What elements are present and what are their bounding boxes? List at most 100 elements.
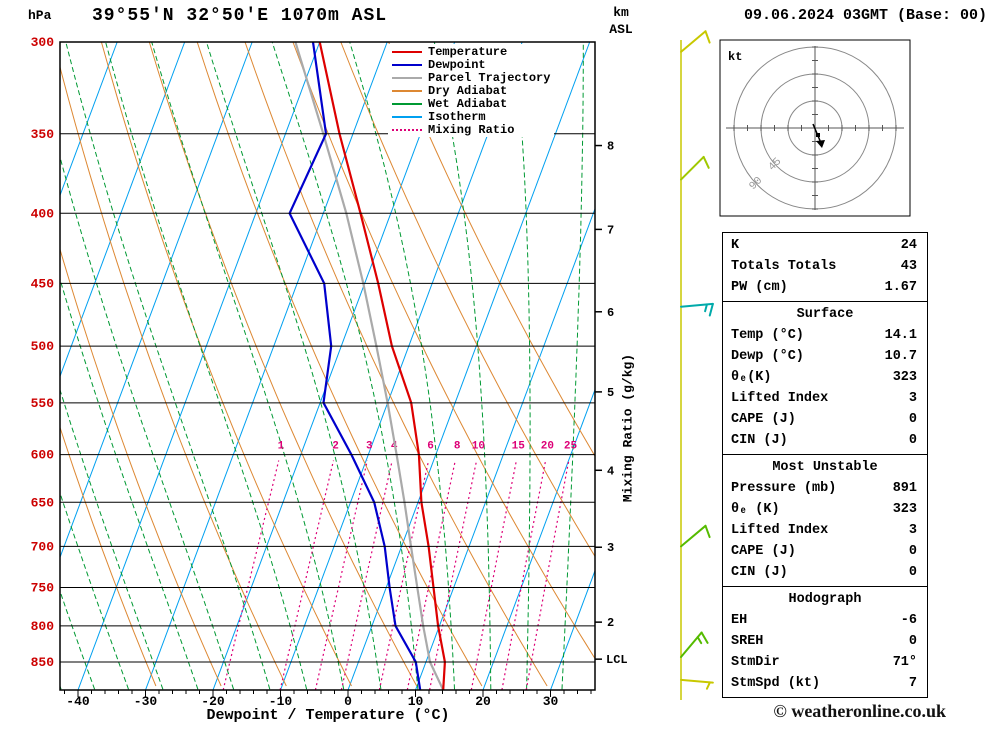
x-tick-label: 30	[543, 694, 559, 709]
mixing-ratio-value-label: 20	[541, 441, 554, 453]
page-title: 39°55'N 32°50'E 1070m ASL	[92, 6, 388, 26]
isotherm-line	[212, 42, 456, 690]
pressure-tick-label: 600	[31, 448, 55, 463]
row-value: 7	[908, 676, 917, 691]
row-value: 0	[908, 565, 917, 580]
legend-label: Isotherm	[428, 109, 486, 124]
legend-swatch-wet-adiabat	[392, 102, 422, 105]
table-section: Hodograph EH -6 SREH 0 StmDir 71° StmSpd (kt) 7	[722, 586, 928, 698]
table-row: CIN (J) 0	[723, 562, 927, 583]
mixing-ratio-value-label: 1	[278, 441, 285, 453]
temperature-curve	[318, 42, 447, 690]
km-tick-label: 5	[607, 386, 614, 400]
wet-adiabat-line	[60, 155, 235, 690]
wet-adiabat-line	[151, 42, 345, 690]
dry-adiabat-line	[60, 247, 222, 687]
x-tick-label: -20	[201, 694, 225, 709]
x-tick-label: 20	[475, 694, 491, 709]
row-value: 71°	[892, 655, 917, 670]
row-label: CAPE (J)	[731, 544, 796, 559]
dry-adiabat-line	[100, 42, 352, 687]
legend-item: Parcel Trajectory	[392, 70, 551, 85]
wet-adiabat-line	[60, 589, 96, 690]
km-tick-label: 2	[607, 616, 614, 630]
row-value: 323	[892, 502, 917, 517]
pressure-axis-unit: hPa	[28, 8, 52, 23]
x-axis-label: Dewpoint / Temperature (°C)	[206, 707, 450, 724]
legend-item: Dewpoint	[392, 58, 550, 72]
dry-adiabat-line	[388, 42, 595, 458]
row-value: 1.67	[884, 280, 917, 295]
table-row: CAPE (J) 0	[723, 409, 927, 430]
legend-item: Wet Adiabat	[392, 97, 550, 111]
wet-adiabat-line	[514, 42, 531, 690]
row-value: 0	[908, 433, 917, 448]
wind-barb	[680, 155, 710, 181]
mixing-ratio-value-label: 15	[512, 441, 526, 453]
row-value: 891	[892, 481, 917, 496]
legend-item: Dry Adiabat	[392, 84, 550, 98]
hodograph-unit-label: kt	[728, 50, 742, 64]
row-label: EH	[731, 613, 748, 628]
table-row: EH -6	[723, 610, 927, 631]
row-label: θₑ(K)	[731, 370, 772, 385]
row-label: StmSpd (kt)	[731, 676, 821, 691]
wet-adiabat-line	[65, 42, 271, 690]
row-value: -6	[900, 613, 917, 628]
wind-barb	[680, 524, 711, 548]
legend-label: Parcel Trajectory	[428, 70, 551, 85]
mixing-ratio-value-label: 2	[332, 441, 339, 453]
legend-item: Isotherm	[392, 109, 550, 124]
pressure-tick-label: 850	[31, 655, 55, 670]
legend-swatch-isotherm	[392, 115, 422, 118]
asl-label: ASL	[609, 22, 633, 37]
row-value: 3	[908, 523, 917, 538]
mixing-ratio-value-label: 6	[427, 441, 434, 453]
wind-barb	[680, 678, 714, 690]
table-section-header: Most Unstable	[772, 460, 878, 475]
datetime-label: 09.06.2024 03GMT (Base: 00)	[744, 7, 988, 24]
mixing-ratio-line	[429, 460, 478, 690]
wind-barb	[680, 302, 714, 317]
credit-link[interactable]: © weatheronline.co.uk	[773, 701, 946, 721]
legend-swatch-dry-adiabat	[392, 89, 422, 92]
table-row: Lifted Index 3	[723, 520, 927, 541]
parcel-trajectory-curve	[294, 42, 445, 690]
legend-item: Mixing Ratio	[392, 123, 550, 137]
pressure-tick-label: 500	[31, 339, 55, 354]
isotherm-line	[60, 42, 253, 559]
indices-table: K 24 Totals Totals 43 PW (cm) 1.67 Surface Temp…	[722, 232, 928, 698]
isotherm-line	[550, 569, 595, 690]
km-tick-label: 3	[607, 541, 614, 555]
pressure-tick-label: 750	[31, 580, 55, 595]
km-tick-label: 6	[607, 306, 614, 320]
row-label: Totals Totals	[731, 259, 837, 274]
table-row: K 24	[723, 235, 927, 256]
row-value: 43	[900, 259, 917, 274]
table-section: Most Unstable Pressure (mb) 891 θₑ (K) 323 Li…	[722, 454, 928, 587]
pressure-tick-label: 650	[31, 495, 55, 510]
legend-swatch-temperature	[392, 50, 422, 53]
table-row: Lifted Index 3	[723, 388, 927, 409]
isotherm-line	[415, 207, 595, 690]
row-label: Lifted Index	[731, 391, 829, 406]
x-tick-label: -40	[66, 694, 90, 709]
row-value: 24	[900, 238, 917, 253]
mixing-ratio-line	[470, 460, 517, 690]
row-label: Pressure (mb)	[731, 481, 837, 496]
row-label: CAPE (J)	[731, 412, 796, 427]
dry-adiabat-line	[60, 65, 287, 687]
row-value: 323	[892, 370, 917, 385]
row-label: CIN (J)	[731, 433, 788, 448]
wet-adiabat-line	[433, 42, 492, 690]
table-row: StmSpd (kt) 7	[723, 673, 927, 694]
table-row: θₑ (K) 323	[723, 499, 927, 520]
pressure-tick-label: 300	[31, 35, 55, 50]
legend-item: Temperature	[392, 44, 550, 59]
row-value: 10.7	[884, 349, 917, 364]
row-label: CIN (J)	[731, 565, 788, 580]
table-row: Totals Totals 43	[723, 256, 927, 277]
legend-label: Temperature	[428, 44, 508, 59]
